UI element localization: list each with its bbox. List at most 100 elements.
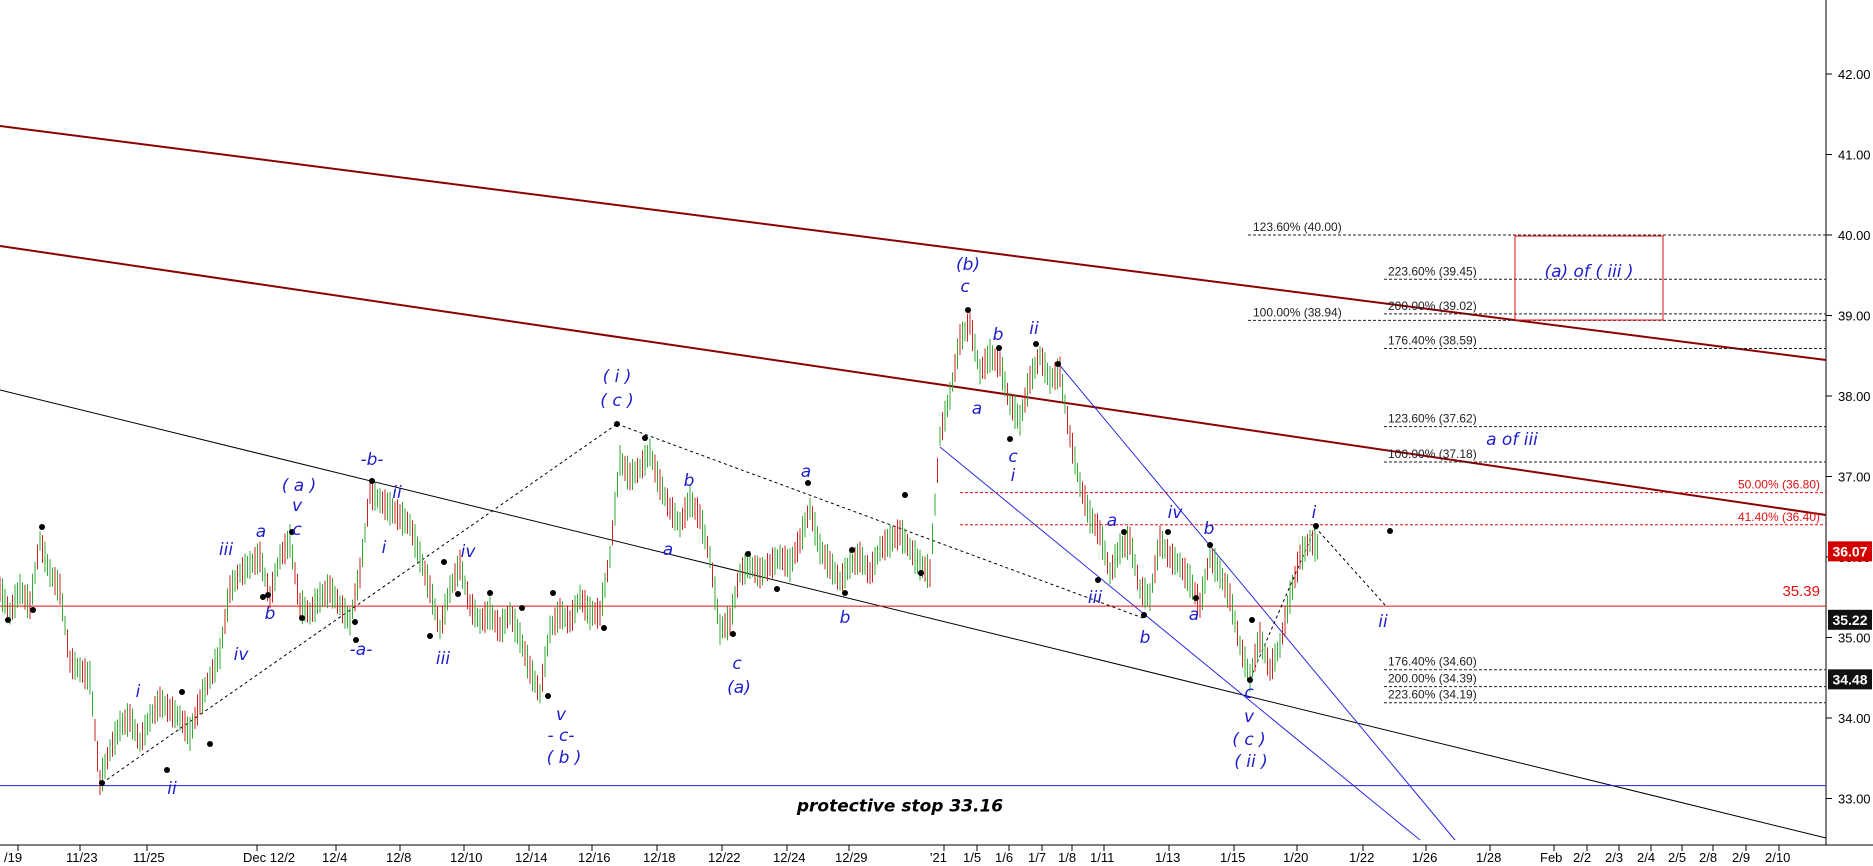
pivot-dot	[353, 637, 359, 643]
y-tick-label: 41.00	[1838, 148, 1871, 163]
wave-label: ii	[1378, 612, 1388, 632]
wave-label: a	[1189, 605, 1199, 625]
horizontal-reference-lines: 35.39 protective stop 33.16	[0, 583, 1826, 817]
pivot-dot	[1313, 523, 1319, 529]
pivot-dot	[207, 741, 213, 747]
pivot-dot	[1247, 677, 1253, 683]
wave-label: iv	[1168, 503, 1184, 523]
x-tick-label: 1/8	[1058, 850, 1076, 865]
wave-label: v	[292, 496, 303, 516]
wave-label: a	[801, 462, 811, 482]
pivot-dot	[1007, 436, 1013, 442]
pivot-dot	[487, 590, 493, 596]
pivot-dot	[352, 619, 358, 625]
y-tick-label: 35.00	[1838, 631, 1871, 646]
wave-label: b	[684, 471, 695, 491]
wave-label: c	[1008, 447, 1018, 467]
wave-label: b	[1140, 628, 1151, 648]
pivot-dot	[902, 492, 908, 498]
wave-label: c	[732, 654, 742, 674]
pivot-dot	[260, 594, 266, 600]
y-tick-label: 39.00	[1838, 309, 1871, 324]
pivot-dot	[745, 551, 751, 557]
x-tick-label: 11/23	[66, 850, 98, 865]
wave-label: b	[265, 604, 276, 624]
y-tick-label: 34.00	[1838, 711, 1871, 726]
wave-label: a of iii	[1486, 430, 1538, 450]
fib-label: 200.00% (34.39)	[1388, 672, 1477, 686]
pivot-dot	[299, 615, 305, 621]
pivot-dot	[730, 631, 736, 637]
pivot-dot	[918, 570, 924, 576]
pivot-dot	[1387, 528, 1393, 534]
pivot-dot	[849, 547, 855, 553]
upper-channel-line	[0, 125, 1827, 361]
y-tick-label: 40.00	[1838, 228, 1871, 243]
protective-stop-label: protective stop 33.16	[796, 797, 1003, 817]
x-tick-label: 11/25	[133, 850, 165, 865]
x-tick-label: 2/3	[1605, 850, 1623, 865]
pivot-dot	[369, 478, 375, 484]
pivot-dot	[774, 586, 780, 592]
pivot-dot	[965, 307, 971, 313]
wave-label: v	[1244, 707, 1255, 727]
pivot-dot	[265, 592, 271, 598]
x-tick-label: 2/4	[1637, 850, 1655, 865]
pivot-dot	[550, 590, 556, 596]
x-tick-label: 12/10	[450, 850, 483, 865]
fib-label: 123.60% (37.62)	[1388, 412, 1477, 426]
x-tick-label: Feb	[1540, 850, 1562, 865]
fib-label: 41.40% (36.40)	[1738, 510, 1820, 524]
wave-label: i	[1312, 503, 1317, 523]
y-tick-label: 38.00	[1838, 389, 1871, 404]
pivot-dot	[545, 693, 551, 699]
y-tick-label: 37.00	[1838, 470, 1871, 485]
x-tick-label: 12/8	[386, 850, 411, 865]
price-badge-label: 34.48	[1832, 671, 1867, 687]
wave-label: iv	[234, 645, 250, 665]
pivot-dot	[1165, 529, 1171, 535]
wave-label: -b-	[360, 450, 383, 470]
x-tick-label: 1/15	[1220, 850, 1245, 865]
wave-label: i	[136, 682, 141, 702]
x-tick-label: 2/2	[1573, 850, 1591, 865]
wave-label: a	[256, 522, 266, 542]
pivot-dot	[455, 591, 461, 597]
x-tick-label: 1/7	[1028, 850, 1046, 865]
price-badge-label: 36.07	[1832, 543, 1867, 559]
pivot-dot	[1207, 542, 1213, 548]
x-tick-label: 12/14	[515, 850, 548, 865]
wave-label: ii	[1029, 319, 1039, 339]
x-tick-label: 1/5	[963, 850, 981, 865]
wave-label: - c-	[547, 726, 574, 746]
pivot-dot	[842, 590, 848, 596]
wave-label: ( c )	[1232, 730, 1265, 750]
wave-label: b	[1204, 519, 1215, 539]
fib-label: 123.60% (40.00)	[1253, 220, 1342, 234]
wave-label: a	[972, 399, 982, 419]
wave-label: c	[1244, 683, 1254, 703]
x-tick-label: 2/5	[1668, 850, 1686, 865]
wave-label: a	[1107, 511, 1117, 531]
blue-channel-line-1	[939, 446, 1421, 841]
x-tick-label: 2/9	[1732, 850, 1750, 865]
price-badge-label: 35.22	[1832, 612, 1867, 628]
x-tick-label: 12/22	[708, 850, 741, 865]
pivot-dot	[805, 480, 811, 486]
wave-label: c	[960, 277, 970, 297]
black-trend-line	[0, 389, 1827, 839]
wave-label: (b)	[956, 255, 980, 275]
fib-label: 100.00% (38.94)	[1253, 305, 1342, 319]
wave-label: iii	[436, 649, 450, 669]
wave-label: b	[993, 325, 1004, 345]
pivot-dot	[5, 617, 11, 623]
x-tick-label: 1/13	[1155, 850, 1180, 865]
fib-label: 223.60% (39.45)	[1388, 264, 1477, 278]
wave-label: ii	[392, 483, 402, 503]
x-tick-label: 2/10	[1765, 850, 1790, 865]
x-tick-label: /19	[4, 850, 22, 865]
wave-label: ( i )	[603, 367, 632, 387]
x-tick-label: 1/22	[1349, 850, 1374, 865]
wave-label: -a-	[350, 640, 373, 660]
x-tick-label: 1/26	[1412, 850, 1437, 865]
